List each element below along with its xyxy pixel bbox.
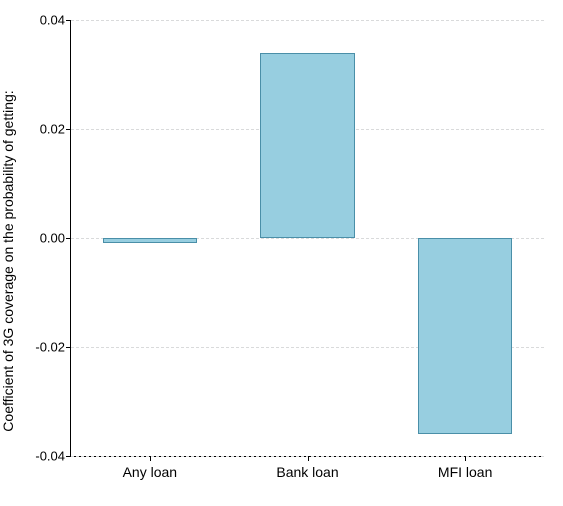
- x-tick-label: MFI loan: [438, 464, 492, 480]
- x-tick-mark: [150, 456, 151, 461]
- x-tick-label: Any loan: [123, 464, 177, 480]
- y-tick-label: 0.04: [40, 13, 65, 28]
- y-tick-label: 0.00: [40, 231, 65, 246]
- y-tick-mark: [66, 238, 71, 239]
- plot-area: -0.04-0.020.000.020.04Any loanBank loanM…: [70, 20, 544, 457]
- bar: [418, 238, 513, 434]
- chart-container: Coefficient of 3G coverage on the probab…: [0, 0, 563, 506]
- y-tick-mark: [66, 129, 71, 130]
- bar: [103, 238, 198, 243]
- y-axis-title: Coefficient of 3G coverage on the probab…: [0, 90, 16, 431]
- y-tick-mark: [66, 20, 71, 21]
- gridline: [71, 20, 544, 21]
- y-tick-mark: [66, 456, 71, 457]
- y-tick-label: -0.02: [35, 340, 65, 355]
- x-tick-mark: [465, 456, 466, 461]
- y-tick-mark: [66, 347, 71, 348]
- y-tick-label: -0.04: [35, 449, 65, 464]
- y-tick-label: 0.02: [40, 122, 65, 137]
- x-tick-label: Bank loan: [276, 464, 338, 480]
- x-tick-mark: [308, 456, 309, 461]
- bar: [260, 53, 355, 238]
